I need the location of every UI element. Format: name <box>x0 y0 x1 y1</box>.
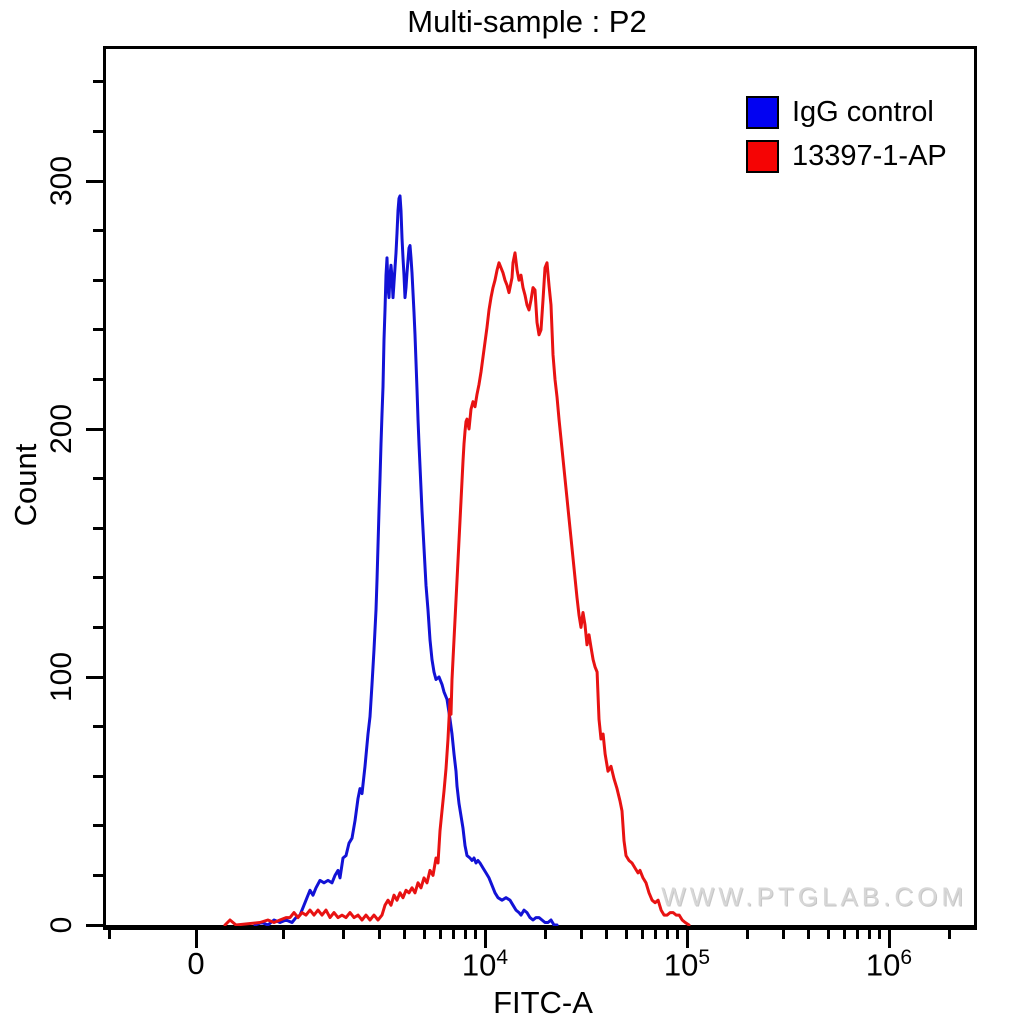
x-axis-minor-tick <box>746 925 750 939</box>
x-axis-minor-tick <box>438 925 442 939</box>
x-axis-minor-tick <box>403 925 407 939</box>
x-axis-minor-tick <box>842 925 846 939</box>
x-axis-minor-tick <box>867 925 871 939</box>
x-axis-minor-tick <box>422 925 426 939</box>
legend-item-antibody: 13397-1-AP <box>746 140 947 173</box>
x-axis-minor-tick <box>856 925 860 939</box>
chart-title: Multi-sample : P2 <box>407 4 647 39</box>
y-axis-minor-tick <box>93 526 103 530</box>
x-axis-minor-tick <box>624 925 628 939</box>
x-axis-tick-label: 106 <box>865 946 913 983</box>
y-axis-minor-tick <box>93 625 103 629</box>
x-axis-major-tick <box>887 925 891 948</box>
y-axis-major-tick <box>86 179 103 183</box>
y-axis-minor-tick <box>93 477 103 481</box>
y-axis-major-tick <box>86 923 103 927</box>
watermark: WWW.PTGLAB.COM <box>661 881 967 912</box>
x-axis-minor-tick <box>676 925 680 939</box>
x-axis-minor-tick <box>826 925 830 939</box>
antibody-label: 13397-1-AP <box>792 140 947 172</box>
x-axis-label: FITC-A <box>493 985 593 1020</box>
x-axis-minor-tick <box>377 925 381 939</box>
y-axis-minor-tick <box>93 229 103 233</box>
antibody-13397-curve <box>223 251 691 926</box>
legend-item-igg-control: IgG control <box>746 96 947 129</box>
y-axis-minor-tick <box>93 377 103 381</box>
x-axis-minor-tick <box>605 925 609 939</box>
x-axis-minor-tick <box>281 925 285 939</box>
legend: IgG control 13397-1-AP <box>746 96 947 173</box>
y-axis-minor-tick <box>93 824 103 828</box>
x-axis-minor-tick <box>579 925 583 939</box>
y-axis-minor-tick <box>93 725 103 729</box>
x-axis-minor-tick <box>452 925 456 939</box>
x-axis-minor-tick <box>107 925 111 939</box>
x-axis-major-tick <box>483 925 487 948</box>
x-axis-minor-tick <box>474 925 478 939</box>
igg-control-label: IgG control <box>792 96 934 128</box>
x-axis-minor-tick <box>781 925 785 939</box>
x-axis-major-tick <box>685 925 689 948</box>
y-axis-minor-tick <box>93 873 103 877</box>
y-axis-minor-tick <box>93 774 103 778</box>
plot-frame <box>103 46 977 930</box>
y-axis-minor-tick <box>93 576 103 580</box>
antibody-swatch <box>746 140 779 173</box>
y-axis-minor-tick <box>93 80 103 84</box>
x-axis-tick-label: 104 <box>461 946 509 983</box>
x-axis-minor-tick <box>807 925 811 939</box>
x-axis-minor-tick <box>654 925 658 939</box>
x-axis-minor-tick <box>342 925 346 939</box>
x-axis-tick-label: 105 <box>663 946 711 983</box>
x-axis-major-tick <box>194 925 198 948</box>
y-axis-minor-tick <box>93 278 103 282</box>
x-axis-minor-tick <box>463 925 467 939</box>
igg-control-swatch <box>746 96 779 129</box>
x-axis-minor-tick <box>544 925 548 939</box>
x-axis-minor-tick <box>665 925 669 939</box>
y-axis-minor-tick <box>93 328 103 332</box>
x-axis-tick-label: 0 <box>187 946 205 981</box>
y-axis-major-tick <box>86 675 103 679</box>
x-axis-minor-tick <box>640 925 644 939</box>
x-axis-minor-tick <box>948 925 952 939</box>
igg-control-curve <box>253 194 559 926</box>
y-axis-major-tick <box>86 427 103 431</box>
y-axis-minor-tick <box>93 129 103 133</box>
x-axis-minor-tick <box>878 925 882 939</box>
